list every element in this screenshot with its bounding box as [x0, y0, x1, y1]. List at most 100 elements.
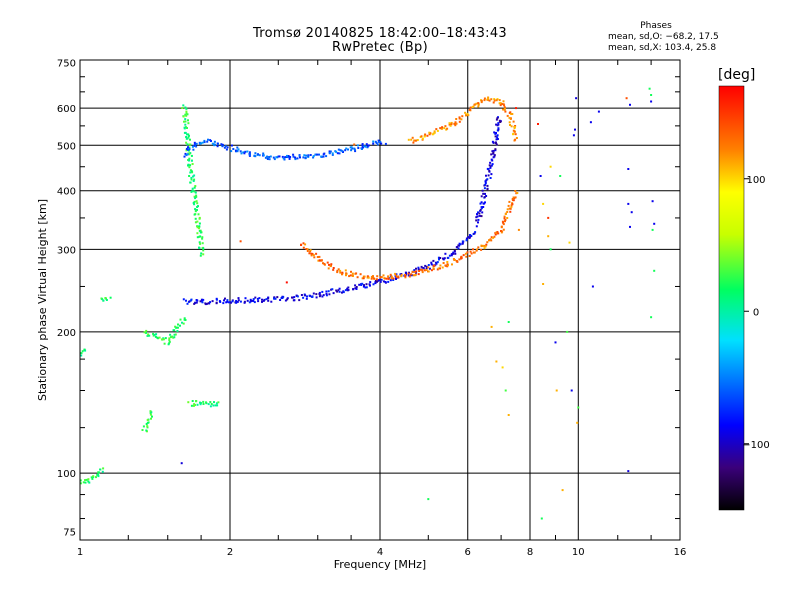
echo-point — [194, 404, 196, 406]
echo-point — [174, 325, 177, 328]
echo-point — [379, 276, 382, 279]
echo-point — [194, 208, 197, 211]
echo-point — [192, 404, 195, 407]
echo-point — [410, 138, 413, 141]
echo-point — [489, 238, 492, 241]
echo-point — [421, 137, 424, 140]
echo-point — [199, 142, 202, 145]
echo-point — [372, 140, 375, 143]
echo-point — [209, 405, 212, 408]
echo-point — [262, 154, 265, 157]
echo-point — [149, 410, 152, 413]
echo-point — [457, 244, 460, 247]
echo-point — [497, 123, 500, 126]
echo-point — [195, 142, 198, 145]
echo-point — [243, 152, 246, 155]
echo-point — [572, 134, 575, 137]
echo-point — [187, 401, 190, 404]
echo-point — [350, 270, 352, 273]
echo-point — [184, 126, 187, 129]
echo-point — [201, 141, 204, 144]
echo-point — [363, 275, 366, 278]
echo-point — [221, 143, 224, 146]
echo-point — [380, 142, 383, 145]
echo-point — [455, 122, 458, 125]
echo-point — [296, 295, 299, 298]
echo-point — [202, 298, 205, 301]
echo-point — [466, 251, 469, 254]
echo-point — [490, 164, 493, 167]
echo-point — [252, 298, 255, 301]
y-tick-label: 400 — [57, 187, 76, 198]
echo-point — [494, 233, 497, 236]
echo-point — [207, 138, 209, 141]
echo-point — [648, 87, 651, 90]
echo-point — [446, 261, 449, 263]
echo-point — [375, 278, 378, 281]
echo-point — [467, 114, 470, 117]
echo-point — [455, 118, 458, 120]
echo-point — [143, 331, 146, 334]
echo-point — [194, 185, 197, 187]
echo-point — [389, 273, 392, 276]
echo-point — [266, 158, 269, 160]
echo-point — [653, 222, 656, 225]
echo-point — [329, 150, 332, 153]
echo-point — [186, 137, 189, 140]
echo-point — [477, 211, 479, 214]
echo-point — [156, 336, 159, 339]
echo-point — [472, 248, 474, 251]
echo-point — [325, 290, 328, 293]
echo-point — [555, 389, 558, 392]
echo-point — [246, 150, 249, 153]
echo-point — [490, 236, 493, 239]
echo-point — [480, 201, 483, 204]
echo-point — [575, 97, 578, 100]
echo-point — [253, 301, 256, 304]
echo-point — [214, 404, 217, 407]
echo-point — [201, 237, 204, 240]
echo-point — [193, 302, 196, 305]
echo-point — [500, 230, 502, 232]
echo-point — [91, 477, 94, 480]
echo-point — [627, 470, 630, 473]
echo-point — [427, 266, 430, 269]
echo-point — [195, 301, 198, 304]
echo-point — [187, 122, 190, 125]
echo-point — [190, 176, 193, 179]
echo-point — [146, 421, 149, 424]
echo-point — [85, 478, 88, 481]
echo-point — [478, 212, 481, 215]
echo-point — [382, 280, 385, 283]
echo-point — [308, 294, 311, 297]
echo-point — [80, 354, 83, 357]
echo-point — [332, 292, 335, 295]
echo-point — [273, 297, 275, 300]
echo-point — [228, 301, 230, 304]
echo-point — [174, 333, 177, 336]
echo-point — [483, 196, 486, 199]
echo-point — [443, 127, 446, 130]
echo-point — [262, 152, 265, 155]
echo-point — [554, 341, 557, 344]
echo-point — [439, 267, 441, 270]
echo-point — [231, 144, 233, 147]
echo-point — [328, 293, 331, 296]
echo-point — [216, 404, 219, 407]
echo-point — [412, 141, 415, 144]
echo-point — [420, 265, 423, 268]
echo-point — [502, 108, 505, 111]
echo-point — [589, 121, 592, 124]
y-tick-label: 600 — [57, 104, 76, 115]
echo-point — [490, 98, 493, 101]
echo-point — [498, 119, 501, 122]
echo-point — [302, 242, 305, 245]
echo-point — [392, 277, 395, 280]
echo-point — [325, 155, 328, 158]
echo-point — [195, 200, 198, 203]
echo-point — [177, 323, 179, 326]
echo-point — [372, 283, 375, 286]
echo-point — [511, 203, 514, 206]
echo-point — [496, 98, 499, 101]
echo-point — [499, 104, 502, 107]
